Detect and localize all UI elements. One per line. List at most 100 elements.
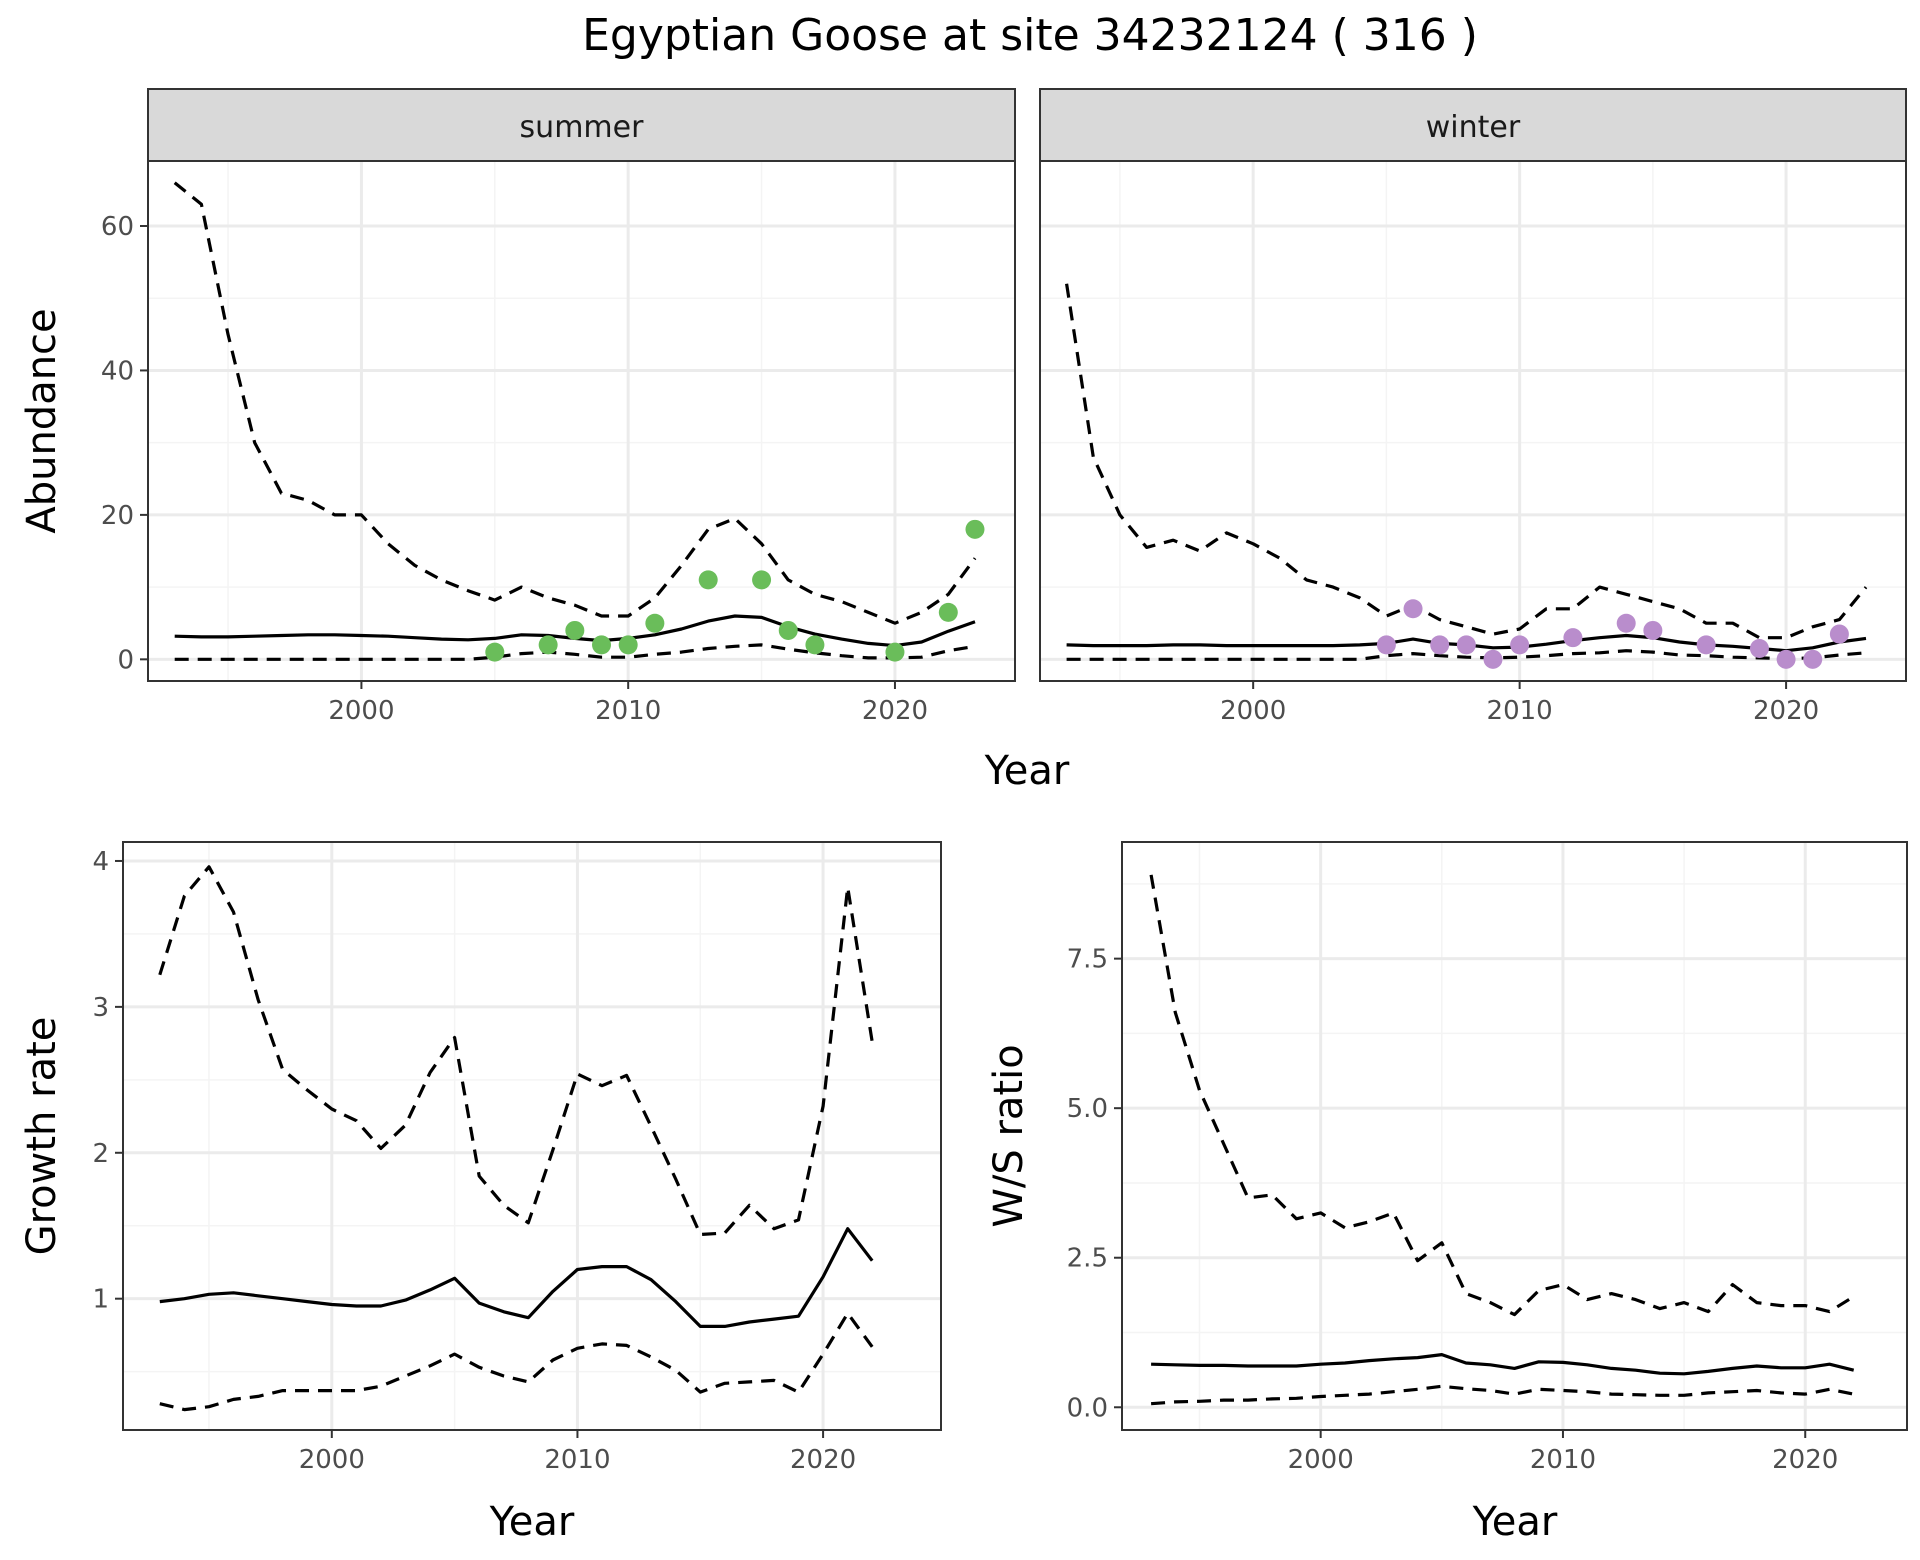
summer-x-tick-label: 2000	[328, 696, 394, 726]
winter-gridlines	[1040, 161, 1906, 681]
summer-observation-point	[698, 570, 718, 590]
growth-rate-lower-bound-line	[159, 1311, 874, 1412]
winter-observation-point	[1376, 635, 1396, 655]
growth-rate-plot-area	[123, 842, 941, 1430]
growth-rate-y-tick-label: 2	[92, 1139, 109, 1169]
growth-rate-upper-bound-line	[158, 865, 874, 1237]
winter-observation-point	[1616, 613, 1636, 633]
ws-ratio-y-ticks: 0.0 2.5 5.0 7.5	[1067, 945, 1122, 1423]
summer-upper-bound-line	[173, 181, 977, 625]
winter-observation-point	[1430, 635, 1450, 655]
summer-y-tick-label: 0	[117, 645, 134, 675]
winter-observation-point	[1829, 624, 1849, 644]
winter-observation-point	[1563, 628, 1583, 648]
growth-rate-y-axis-title: Growth rate	[19, 1017, 65, 1256]
growth-rate-x-axis-title: Year	[489, 1499, 575, 1545]
ws-ratio-y-tick-label: 0.0	[1067, 1393, 1108, 1423]
growth-rate-y-ticks: 1 2 3 4	[92, 847, 123, 1315]
winter-observation-point	[1803, 649, 1823, 669]
ws-ratio-y-tick-label: 7.5	[1067, 945, 1108, 975]
growth-rate-y-tick-label: 1	[92, 1285, 109, 1315]
abundance-y-axis-title: Abundance	[19, 308, 65, 533]
summer-plot-area	[148, 161, 1015, 681]
growth-rate-y-tick-label: 3	[92, 993, 109, 1023]
winter-panel-border	[1039, 160, 1907, 682]
growth-rate-panel: 2000 2010 2020 1 2 3 4	[92, 841, 942, 1475]
ws-ratio-x-ticks: 2000 2010 2020	[1288, 1430, 1838, 1475]
ws-ratio-y-tick-label: 5.0	[1067, 1094, 1108, 1124]
winter-observation-point	[1456, 635, 1476, 655]
ws-ratio-lower-bound-line	[1150, 1384, 1855, 1406]
summer-observation-point	[565, 620, 585, 640]
summer-observation-point	[805, 635, 825, 655]
summer-observation-point	[485, 642, 505, 662]
winter-observation-point	[1483, 649, 1503, 669]
ws-ratio-panel-border	[1121, 841, 1908, 1431]
ws-ratio-y-tick-label: 2.5	[1067, 1244, 1108, 1274]
winter-x-tick-label: 2010	[1487, 696, 1553, 726]
summer-panel-border	[147, 160, 1016, 682]
summer-x-ticks: 2000 2010 2020	[328, 681, 928, 726]
winter-strip-label: winter	[1426, 110, 1521, 145]
ws-ratio-gridlines	[1122, 842, 1907, 1430]
summer-observation-point	[538, 635, 558, 655]
ws-ratio-plot-area	[1122, 842, 1907, 1430]
summer-observation-point	[885, 642, 905, 662]
winter-upper-bound-line	[1065, 283, 1868, 640]
winter-strip	[1039, 88, 1907, 162]
ws-ratio-x-tick-label: 2000	[1288, 1445, 1354, 1475]
ws-ratio-lines	[1149, 874, 1855, 1406]
summer-y-ticks: 0 20 40 60	[101, 212, 148, 675]
summer-x-tick-label: 2020	[862, 696, 928, 726]
winter-x-ticks: 2000 2010 2020	[1220, 681, 1819, 726]
summer-gridlines	[148, 161, 1015, 681]
ws-ratio-x-tick-label: 2020	[1772, 1445, 1838, 1475]
summer-observation-point	[645, 613, 665, 633]
ws-ratio-y-axis-title: W/S ratio	[986, 1044, 1032, 1227]
summer-points	[485, 519, 985, 662]
summer-observation-point	[618, 635, 638, 655]
summer-observation-point	[592, 635, 612, 655]
summer-observation-point	[965, 519, 985, 539]
summer-y-tick-label: 20	[101, 501, 134, 531]
ws-ratio-x-tick-label: 2010	[1530, 1445, 1596, 1475]
growth-rate-panel-border	[122, 841, 942, 1431]
winter-observation-point	[1510, 635, 1530, 655]
winter-x-tick-label: 2020	[1753, 696, 1819, 726]
summer-y-tick-label: 60	[101, 212, 134, 242]
ws-ratio-estimate-line	[1151, 1353, 1855, 1376]
ws-ratio-x-axis-title: Year	[1472, 1499, 1558, 1545]
summer-strip	[147, 88, 1016, 162]
growth-rate-y-tick-label: 4	[92, 847, 109, 877]
winter-lower-bound-line	[1066, 649, 1867, 661]
growth-rate-estimate-line	[159, 1227, 874, 1328]
growth-rate-x-ticks: 2000 2010 2020	[299, 1430, 856, 1475]
winter-observation-point	[1749, 639, 1769, 658]
summer-observation-point	[938, 602, 958, 622]
summer-observation-point	[752, 570, 772, 590]
winter-observation-point	[1403, 599, 1423, 619]
ws-ratio-panel: 2000 2010 2020 0.0 2.5 5.0 7.5	[1067, 841, 1908, 1475]
growth-rate-lines	[158, 865, 874, 1412]
summer-lower-bound-line	[174, 643, 976, 661]
winter-panel: winter 2000 2010 2020	[1039, 88, 1907, 726]
winter-plot-area	[1040, 161, 1906, 681]
winter-observation-point	[1776, 649, 1796, 669]
growth-rate-x-tick-label: 2000	[299, 1445, 365, 1475]
growth-rate-gridlines	[123, 842, 941, 1430]
summer-strip-label: summer	[520, 110, 645, 145]
summer-y-tick-label: 40	[101, 356, 134, 386]
growth-rate-x-tick-label: 2010	[544, 1445, 610, 1475]
winter-x-tick-label: 2000	[1220, 696, 1286, 726]
winter-observation-point	[1643, 620, 1663, 640]
growth-rate-x-tick-label: 2020	[790, 1445, 856, 1475]
abundance-x-axis-title: Year	[984, 748, 1070, 794]
summer-observation-point	[778, 620, 798, 640]
winter-observation-point	[1696, 635, 1716, 655]
winter-points	[1376, 599, 1849, 669]
figure-title: Egyptian Goose at site 34232124 ( 316 )	[582, 10, 1478, 61]
summer-x-tick-label: 2010	[595, 696, 661, 726]
summer-panel: summer 2000 2010 2020 0 20 40 60	[101, 88, 1016, 726]
ws-ratio-upper-bound-line	[1149, 874, 1855, 1317]
